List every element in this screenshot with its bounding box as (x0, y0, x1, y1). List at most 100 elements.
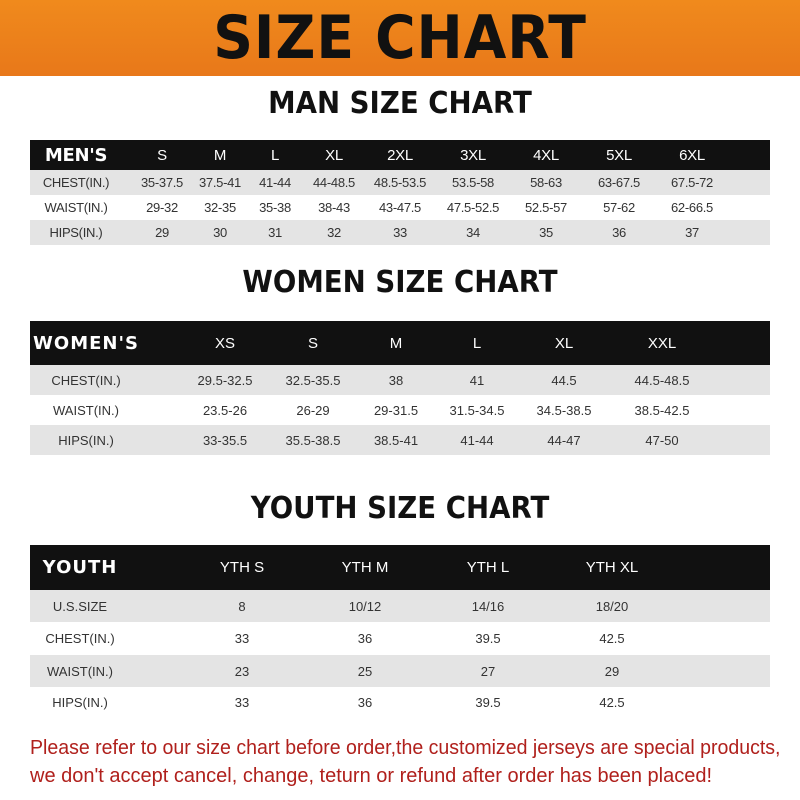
table-cell: 29-31.5 (373, 402, 419, 418)
table-cell: 35-38 (259, 200, 291, 215)
table-cell: 38.5-42.5 (634, 402, 690, 418)
size-header: 5XL (606, 146, 632, 164)
table-cell: 63-67.5 (598, 175, 640, 190)
row-label: WAIST(IN.) (44, 200, 108, 215)
table-cell: 23 (234, 663, 250, 679)
table-cell: 39.5 (475, 695, 501, 710)
size-header: XXL (647, 334, 677, 352)
table-cell: 48.5-53.5 (373, 175, 427, 190)
table-cell: 41-44 (460, 432, 494, 448)
table-row: CHEST(IN.) 33 36 39.5 42.5 (30, 622, 770, 655)
size-header: 4XL (533, 146, 559, 164)
table-cell: 44-48.5 (313, 175, 355, 190)
women-size-table: WOMEN'S XS S M L XL XXL CHEST(IN.) 29.5-32.5 32.5… (30, 321, 770, 455)
table-row: WAIST(IN.) 29-32 32-35 35-38 38-43 43-47.5 47.… (30, 195, 770, 220)
table-cell: 42.5 (599, 631, 625, 646)
banner-title: SIZE CHART (213, 3, 587, 73)
table-cell: 52.5-57 (525, 200, 567, 215)
youth-size-table: YOUTH YTH S YTH M YTH L YTH XL U.S.SIZE 8 10/12… (30, 545, 770, 718)
table-cell: 35 (539, 225, 553, 240)
row-label: HIPS(IN.) (49, 225, 103, 240)
men-chart-title: MAN SIZE CHART (268, 86, 532, 121)
youth-chart-title: YOUTH SIZE CHART (250, 491, 550, 526)
table-cell: 30 (213, 225, 227, 240)
table-cell: 53.5-58 (452, 175, 494, 190)
table-cell: 31.5-34.5 (449, 402, 505, 418)
size-header: XL (325, 146, 343, 164)
table-cell: 8 (238, 598, 246, 614)
row-label: U.S.SIZE (52, 598, 108, 614)
table-cell: 32 (327, 225, 341, 240)
table-row: CHEST(IN.) 35-37.5 37.5-41 41-44 44-48.5 48.5… (30, 170, 770, 195)
table-cell: 34.5-38.5 (536, 402, 592, 418)
size-header: M (213, 146, 227, 164)
table-cell: 44.5 (551, 372, 577, 388)
size-header: S (307, 334, 319, 352)
table-cell: 29-32 (146, 200, 178, 215)
table-cell: 44-47 (547, 432, 581, 448)
table-row: WAIST(IN.) 23.5-26 26-29 29-31.5 31.5-34.5 34… (30, 395, 770, 425)
table-cell: 62-66.5 (671, 200, 713, 215)
table-cell: 37.5-41 (199, 175, 241, 190)
table-cell: 67.5-72 (671, 175, 713, 190)
table-cell: 29 (604, 663, 620, 679)
table-cell: 26-29 (296, 402, 330, 418)
table-row: HIPS(IN.) 29 30 31 32 33 34 35 36 37 (30, 220, 770, 245)
table-cell: 32.5-35.5 (285, 372, 341, 388)
table-cell: 36 (612, 225, 626, 240)
size-header: XS (214, 334, 236, 352)
table-cell: 47-50 (645, 432, 679, 448)
table-cell: 38.5-41 (373, 432, 419, 448)
table-row: U.S.SIZE 8 10/12 14/16 18/20 (30, 590, 770, 622)
table-cell: 38-43 (318, 200, 350, 215)
row-label: HIPS(IN.) (58, 432, 114, 448)
size-header: YTH S (219, 559, 265, 576)
size-header: 6XL (679, 146, 705, 164)
table-corner-label: YOUTH (42, 557, 118, 578)
notice-line-2: we don't accept cancel, change, teturn o… (30, 765, 713, 787)
table-row: CHEST(IN.) 29.5-32.5 32.5-35.5 38 41 44.5 44.5… (30, 365, 770, 395)
table-cell: 32-35 (204, 200, 236, 215)
size-header: L (472, 334, 482, 352)
table-cell: 39.5 (475, 631, 501, 646)
table-cell: 33-35.5 (202, 432, 248, 448)
row-label: HIPS(IN.) (52, 695, 108, 710)
notice-line-1: Please refer to our size chart before or… (30, 737, 781, 759)
table-cell: 43-47.5 (379, 200, 421, 215)
size-header: L (270, 146, 280, 164)
table-cell: 18/20 (595, 598, 629, 614)
table-cell: 23.5-26 (202, 402, 248, 418)
table-cell: 10/12 (348, 598, 382, 614)
size-header: 2XL (387, 146, 413, 164)
row-label: CHEST(IN.) (42, 175, 110, 190)
row-label: CHEST(IN.) (45, 631, 115, 646)
table-cell: 38 (388, 372, 404, 388)
table-cell: 33 (234, 695, 250, 710)
table-cell: 27 (480, 663, 496, 679)
table-cell: 31 (268, 225, 282, 240)
banner: SIZE CHART (0, 0, 800, 76)
table-cell: 58-63 (530, 175, 562, 190)
table-cell: 57-62 (603, 200, 635, 215)
table-cell: 33 (393, 225, 407, 240)
table-cell: 34 (466, 225, 480, 240)
men-size-table: MEN'S S M L XL 2XL 3XL 4XL 5XL 6XL CHEST(IN.) 35-37… (30, 140, 770, 245)
size-header: YTH L (466, 559, 510, 576)
table-row: HIPS(IN.) 33-35.5 35.5-38.5 38.5-41 41-44 44-… (30, 425, 770, 455)
header-row: WOMEN'S XS S M L XL XXL (30, 321, 770, 365)
table-cell: 29 (155, 225, 169, 240)
header-row: YOUTH YTH S YTH M YTH L YTH XL (30, 545, 770, 590)
size-header: YTH M (341, 559, 389, 576)
row-label: CHEST(IN.) (51, 372, 121, 388)
women-chart-title: WOMEN SIZE CHART (242, 265, 558, 300)
row-label: WAIST(IN.) (53, 402, 119, 418)
header-row: MEN'S S M L XL 2XL 3XL 4XL 5XL 6XL (30, 140, 770, 170)
table-cell: 44.5-48.5 (634, 372, 690, 388)
table-cell: 33 (234, 631, 250, 646)
table-cell: 35-37.5 (141, 175, 183, 190)
table-corner-label: MEN'S (44, 144, 108, 166)
size-header: XL (554, 334, 574, 352)
table-cell: 14/16 (471, 598, 505, 614)
table-cell: 25 (357, 663, 373, 679)
table-row: HIPS(IN.) 33 36 39.5 42.5 (30, 687, 770, 718)
